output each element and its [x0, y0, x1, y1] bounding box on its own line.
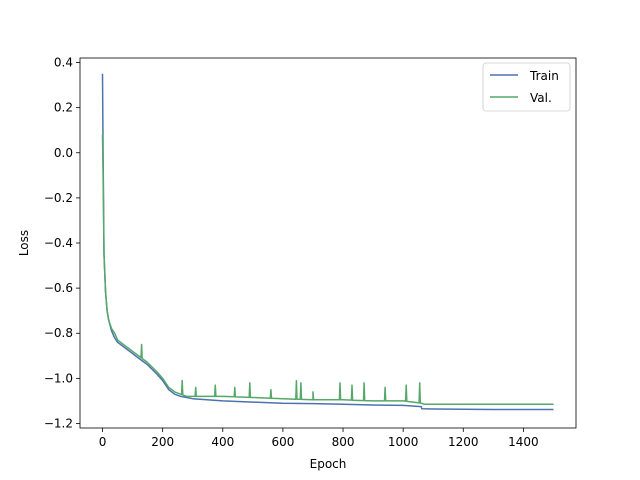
- x-tick-label: 1000: [388, 435, 419, 449]
- x-tick-label: 800: [332, 435, 355, 449]
- y-tick-label: 0.0: [54, 146, 73, 160]
- y-tick-label: 0.4: [54, 56, 73, 70]
- y-axis-label: Loss: [17, 230, 31, 256]
- y-tick-label: −0.8: [44, 326, 73, 340]
- y-tick-label: 0.2: [54, 101, 73, 115]
- x-tick-label: 200: [151, 435, 174, 449]
- legend-label-train: Train: [529, 69, 559, 83]
- series-lines: [101, 73, 554, 411]
- y-axis-ticks: 0.4 0.2 0.0 −0.2 −0.4 −0.6 −0.8 −1.0 −1.2: [44, 56, 80, 430]
- y-tick-label: −1.2: [44, 416, 73, 430]
- y-tick-label: −1.0: [44, 371, 73, 385]
- x-tick-label: 400: [211, 435, 234, 449]
- y-tick-label: −0.6: [44, 281, 73, 295]
- y-tick-label: −0.4: [44, 236, 73, 250]
- legend: Train Val.: [482, 62, 571, 112]
- x-tick-label: 1200: [448, 435, 479, 449]
- x-tick-label: 1400: [508, 435, 539, 449]
- y-tick-label: −0.2: [44, 191, 73, 205]
- x-axis-ticks: 0 200 400 600 800 1000 1200 1400: [99, 428, 539, 449]
- x-tick-label: 600: [271, 435, 294, 449]
- legend-label-val: Val.: [530, 91, 552, 105]
- x-axis-label: Epoch: [310, 457, 347, 471]
- series-line-val: [101, 134, 554, 406]
- x-tick-label: 0: [99, 435, 107, 449]
